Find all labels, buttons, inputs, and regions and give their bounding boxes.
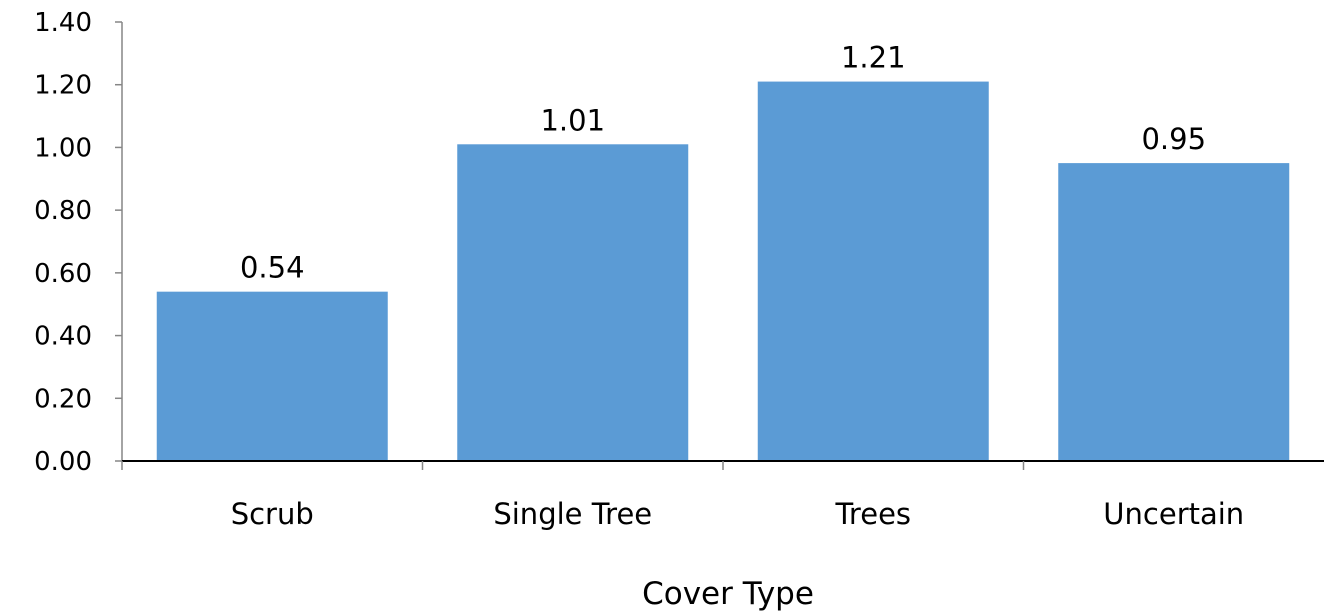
y-tick-label: 1.20 xyxy=(34,71,92,101)
y-tick-label: 1.00 xyxy=(34,133,92,163)
data-label: 1.21 xyxy=(841,41,906,75)
bar xyxy=(757,81,989,461)
x-axis: Scrub Single Tree Trees Uncertain xyxy=(121,460,1324,531)
data-label: 0.54 xyxy=(240,251,305,285)
y-axis: 0.00 0.20 0.40 0.60 0.80 1.00 1.20 1.40 xyxy=(34,8,123,477)
y-tick-label: 0.20 xyxy=(34,384,92,414)
bar xyxy=(156,291,388,461)
x-tick-label: Uncertain xyxy=(1103,497,1244,531)
bars-group: 0.54 1.01 1.21 0.95 xyxy=(156,41,1290,462)
y-tick-label: 0.60 xyxy=(34,259,92,289)
data-label: 0.95 xyxy=(1141,122,1206,156)
x-tick-label: Single Tree xyxy=(493,497,652,531)
x-axis-title: Cover Type xyxy=(642,576,814,612)
bar xyxy=(1058,163,1290,461)
x-tick-label: Scrub xyxy=(231,497,314,531)
y-tick-label: 0.80 xyxy=(34,196,92,226)
bar xyxy=(457,144,689,462)
y-tick-label: 0.00 xyxy=(34,447,92,477)
x-tick-label: Trees xyxy=(834,497,911,531)
data-label: 1.01 xyxy=(540,103,605,137)
y-tick-label: 0.40 xyxy=(34,322,92,352)
y-tick-label: 1.40 xyxy=(34,8,92,38)
